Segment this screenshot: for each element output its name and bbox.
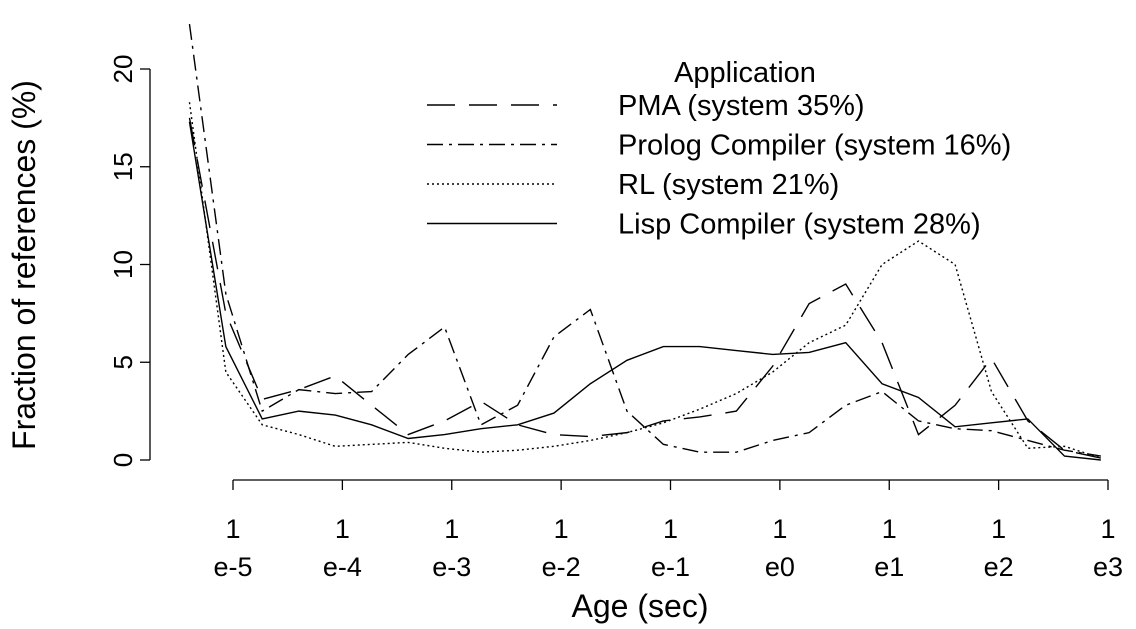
x-tick-label-line: e1 bbox=[874, 552, 904, 582]
x-tick-label-line: 1 bbox=[554, 514, 569, 544]
x-tick-label: 1 e-3 bbox=[432, 514, 471, 582]
series-line bbox=[188, 102, 1102, 459]
x-tick-label: 1 e-4 bbox=[323, 514, 362, 582]
x-tick-label-line: e-2 bbox=[542, 552, 581, 582]
x-tick-label-line: 1 bbox=[335, 514, 350, 544]
legend-label: Prolog Compiler (system 16%) bbox=[618, 130, 1011, 162]
x-tick-label-line: 1 bbox=[772, 514, 787, 544]
x-tick-label-line: e2 bbox=[984, 552, 1014, 582]
x-tick-label: 1 e-1 bbox=[651, 514, 690, 582]
y-tick-label: 20 bbox=[108, 55, 138, 84]
y-tick-label: 15 bbox=[108, 152, 138, 181]
legend-title: Application bbox=[674, 57, 816, 89]
series-line bbox=[188, 23, 1101, 457]
x-tick-label: 1 e3 bbox=[1093, 514, 1123, 582]
x-tick-label-line: e-4 bbox=[323, 552, 362, 582]
x-tick-label-line: 1 bbox=[991, 514, 1006, 544]
x-tick-label-line: e-1 bbox=[651, 552, 690, 582]
x-tick-label-line: 1 bbox=[882, 514, 897, 544]
x-tick-label-line: 1 bbox=[663, 514, 678, 544]
series-line bbox=[188, 121, 1101, 461]
x-axis-title: Age (sec) bbox=[572, 588, 709, 624]
x-tick-label: 1 e0 bbox=[765, 514, 795, 582]
series-line bbox=[188, 117, 1101, 459]
x-tick-label-line: 1 bbox=[225, 514, 240, 544]
y-tick-label: 10 bbox=[108, 250, 138, 279]
x-tick-label: 1 e2 bbox=[984, 514, 1014, 582]
x-tick-label-line: e3 bbox=[1093, 552, 1123, 582]
x-tick-label: 1 e1 bbox=[874, 514, 904, 582]
x-tick-label: 1 e-5 bbox=[213, 514, 252, 582]
x-tick-label-line: 1 bbox=[1100, 514, 1115, 544]
x-tick-label-line: e0 bbox=[765, 552, 795, 582]
y-tick-label: 5 bbox=[108, 355, 138, 369]
x-tick-label-line: e-3 bbox=[432, 552, 471, 582]
x-tick-label-line: 1 bbox=[444, 514, 459, 544]
legend-label: Lisp Compiler (system 28%) bbox=[618, 209, 981, 241]
y-tick-label: 0 bbox=[108, 453, 138, 467]
legend-label: PMA (system 35%) bbox=[618, 90, 865, 122]
legend-label: RL (system 21%) bbox=[618, 169, 839, 201]
x-tick-label: 1 e-2 bbox=[542, 514, 581, 582]
x-tick-label-line: e-5 bbox=[213, 552, 252, 582]
y-axis-title: Fraction of references (%) bbox=[6, 80, 42, 450]
